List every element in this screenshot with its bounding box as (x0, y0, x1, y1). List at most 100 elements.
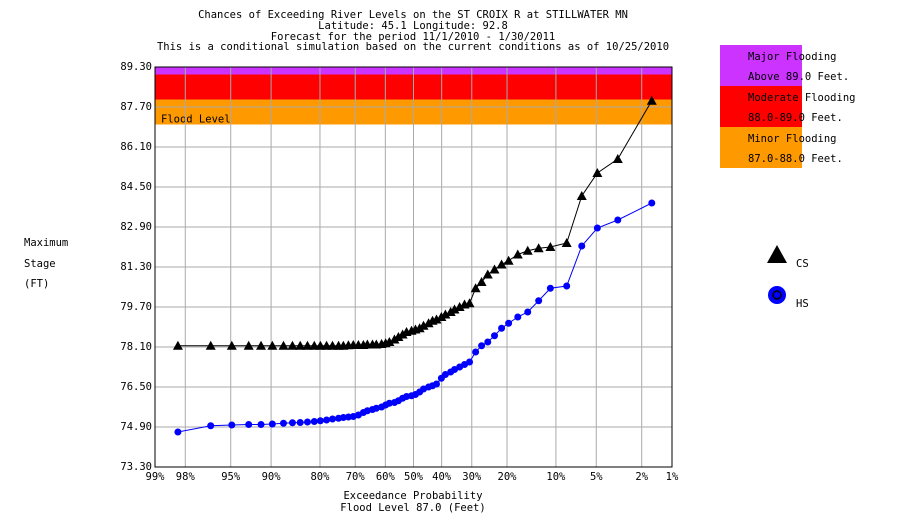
marker (339, 414, 347, 421)
y-tick-label: 86.10 (120, 141, 152, 153)
marker (441, 371, 449, 378)
marker (478, 342, 486, 350)
marker (545, 242, 556, 251)
marker (414, 323, 425, 333)
marker (174, 428, 182, 436)
marker (466, 358, 474, 366)
x-tick-label: 70% (346, 471, 366, 483)
marker (288, 419, 296, 427)
y-axis-label: (FT) (24, 278, 49, 290)
legend-marker (768, 286, 786, 304)
marker (646, 95, 657, 105)
marker (533, 243, 544, 253)
x-tick-label: 20% (498, 471, 518, 483)
marker (436, 312, 447, 321)
legend-swatch-ext (746, 45, 802, 86)
marker (476, 277, 487, 286)
marker (472, 348, 480, 356)
legend-range: 87.0-88.0 Feet. (748, 153, 843, 165)
marker (512, 249, 523, 259)
marker (522, 245, 533, 255)
y-tick-label: 81.30 (120, 261, 152, 273)
y-axis-label: Maximum (24, 237, 68, 249)
marker (207, 422, 215, 430)
marker (433, 380, 441, 388)
marker (423, 318, 434, 328)
marker (593, 224, 601, 232)
marker (226, 340, 237, 350)
marker (295, 340, 306, 350)
marker (228, 421, 236, 429)
y-tick-label: 84.50 (120, 181, 152, 193)
marker (505, 319, 513, 327)
plot-border (154, 66, 673, 468)
legend-label: Moderate Flooding (748, 92, 855, 104)
marker (328, 415, 336, 423)
marker (431, 314, 442, 324)
marker (243, 340, 254, 350)
marker (535, 297, 543, 305)
marker (514, 313, 522, 321)
legend-label: Minor Flooding (748, 133, 837, 145)
y-tick-label: 78.10 (120, 341, 152, 353)
legend-range: Above 89.0 Feet. (748, 71, 849, 83)
legend-marker (767, 245, 787, 263)
x-tick-label: 80% (310, 471, 330, 483)
marker (612, 154, 623, 163)
marker (470, 283, 481, 293)
x-tick-label: 40% (432, 471, 452, 483)
annotation: Flood Level (161, 114, 231, 126)
marker (303, 418, 311, 426)
x-tick-label: 98% (176, 471, 196, 483)
x-tick-label: 5% (590, 471, 603, 483)
legend-swatch-ext (746, 127, 802, 168)
marker (484, 338, 492, 346)
marker (614, 216, 622, 224)
marker (498, 324, 506, 332)
y-tick-label: 82.90 (120, 221, 152, 233)
x-tick-label: 1% (666, 471, 679, 483)
marker (503, 255, 514, 265)
marker (205, 340, 216, 350)
marker (302, 340, 313, 350)
x-tick-label: 2% (635, 471, 648, 483)
marker (464, 298, 475, 308)
x-tick-label: 90% (262, 471, 282, 483)
chart-subtitle: This is a conditional simulation based o… (157, 41, 669, 53)
marker (454, 302, 465, 311)
x-axis-label: Exceedance Probability (343, 490, 482, 502)
marker (310, 418, 318, 425)
marker (449, 304, 460, 314)
marker (418, 320, 429, 330)
marker (546, 284, 554, 292)
marker (489, 264, 500, 274)
marker (397, 329, 408, 339)
marker (279, 419, 287, 427)
y-tick-label: 89.30 (120, 61, 152, 73)
y-tick-label: 73.30 (120, 461, 152, 473)
legend-range: 88.0-89.0 Feet. (748, 112, 843, 124)
marker (524, 308, 532, 316)
y-tick-label: 87.70 (120, 101, 152, 113)
y-tick-label: 79.70 (120, 301, 152, 313)
x-tick-label: 99% (146, 471, 166, 483)
marker (267, 340, 278, 350)
marker (257, 421, 265, 428)
legend-swatch-ext (746, 86, 802, 127)
marker (316, 417, 324, 425)
x-tick-label: 30% (462, 471, 482, 483)
legend-label: CS (796, 258, 809, 270)
marker (393, 332, 404, 341)
legend-label: Major Flooding (748, 51, 837, 63)
marker (323, 416, 331, 424)
marker (578, 242, 586, 250)
marker (563, 282, 571, 290)
marker (278, 340, 289, 350)
marker (440, 309, 451, 319)
y-tick-label: 76.50 (120, 381, 152, 393)
legend-label: HS (796, 298, 809, 310)
marker (592, 168, 603, 177)
legend-swatch (720, 127, 746, 168)
legend-swatch (720, 45, 746, 86)
